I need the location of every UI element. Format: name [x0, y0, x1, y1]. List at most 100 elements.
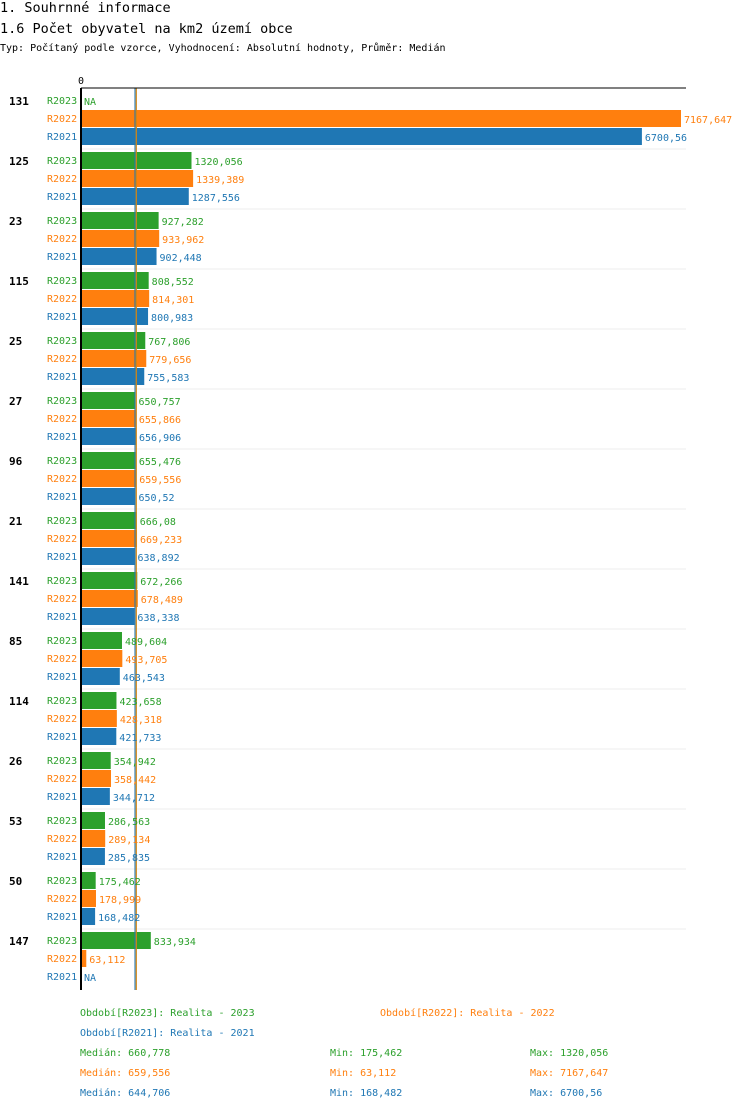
section-title: 1. Souhrnné informace	[0, 0, 171, 16]
bar	[81, 692, 117, 709]
series-label: R2022	[47, 714, 77, 725]
data-label: 354,942	[114, 757, 156, 768]
series-label: R2022	[47, 414, 77, 425]
bar	[81, 608, 135, 625]
data-label: 493,705	[125, 655, 167, 666]
stat-max-r2022: Max: 7167,647	[530, 1068, 609, 1079]
legend-r2022: Období[R2022]: Realita - 2022	[380, 1008, 555, 1019]
data-label: 767,806	[148, 337, 190, 348]
bar	[81, 530, 138, 547]
bar	[81, 572, 138, 589]
stat-min-r2023: Min: 175,462	[330, 1048, 403, 1059]
data-label: 289,134	[108, 835, 150, 846]
series-label: R2022	[47, 954, 77, 965]
data-label: 779,656	[149, 355, 191, 366]
series-label: R2021	[47, 372, 77, 383]
data-label: 800,983	[151, 313, 193, 324]
data-label: 285,835	[108, 853, 150, 864]
series-label: R2022	[47, 534, 77, 545]
category-label: 141	[9, 575, 29, 588]
category-label: 23	[9, 215, 22, 228]
data-label: 650,757	[138, 397, 180, 408]
data-label: 175,462	[99, 877, 141, 888]
category-label: 114	[9, 695, 29, 708]
bar	[81, 908, 96, 925]
series-label: R2022	[47, 774, 77, 785]
data-label: 666,08	[140, 517, 176, 528]
category-label: 131	[9, 95, 29, 108]
category-label: 85	[9, 635, 22, 648]
bar	[81, 788, 110, 805]
category-label: 27	[9, 395, 22, 408]
series-label: R2023	[47, 516, 77, 527]
category-label: 125	[9, 155, 29, 168]
bar	[81, 488, 136, 505]
data-label: 814,301	[152, 295, 194, 306]
stat-median-r2023: Medián: 660,778	[80, 1048, 171, 1059]
bar	[81, 170, 194, 187]
data-label: 678,489	[141, 595, 183, 606]
data-label: 421,733	[119, 733, 161, 744]
bar	[81, 230, 160, 247]
series-label: R2021	[47, 132, 77, 143]
bar	[81, 872, 96, 889]
bar	[81, 752, 111, 769]
series-label: R2021	[47, 252, 77, 263]
series-label: R2021	[47, 492, 77, 503]
bar	[81, 548, 135, 565]
data-label: 178,999	[99, 895, 141, 906]
bar	[81, 248, 157, 265]
series-label: R2021	[47, 972, 77, 983]
bar	[81, 830, 106, 847]
series-label: R2021	[47, 672, 77, 683]
series-label: R2023	[47, 696, 77, 707]
bar	[81, 212, 159, 229]
bar	[81, 710, 117, 727]
data-label: 1339,389	[196, 175, 244, 186]
stat-min-r2021: Min: 168,482	[330, 1088, 403, 1099]
data-label: 655,866	[139, 415, 181, 426]
series-label: R2021	[47, 312, 77, 323]
series-label: R2022	[47, 894, 77, 905]
series-label: R2022	[47, 474, 77, 485]
data-label: 638,892	[137, 553, 179, 564]
bar	[81, 890, 96, 907]
bar	[81, 812, 105, 829]
data-label: 286,563	[108, 817, 150, 828]
legend-r2023: Období[R2023]: Realita - 2023	[80, 1008, 255, 1019]
data-label: 358,442	[114, 775, 156, 786]
bar	[81, 110, 681, 127]
series-label: R2021	[47, 792, 77, 803]
series-label: R2023	[47, 276, 77, 287]
stat-min-r2022: Min: 63,112	[330, 1068, 397, 1079]
series-label: R2022	[47, 654, 77, 665]
legend-r2021: Období[R2021]: Realita - 2021	[80, 1028, 255, 1039]
data-label: 656,906	[139, 433, 181, 444]
data-label: 489,604	[125, 637, 167, 648]
data-label: 650,52	[138, 493, 174, 504]
chart-title: 1.6 Počet obyvatel na km2 území obce	[0, 21, 293, 37]
category-label: 96	[9, 455, 23, 468]
data-label: 428,318	[120, 715, 162, 726]
chart-meta: Typ: Počítaný podle vzorce, Vyhodnocení:…	[0, 43, 446, 54]
data-label: 638,338	[137, 613, 179, 624]
category-label: 50	[9, 875, 22, 888]
series-label: R2023	[47, 336, 77, 347]
series-label: R2021	[47, 732, 77, 743]
series-label: R2023	[47, 816, 77, 827]
x-zero-tick-label: 0	[78, 76, 84, 87]
bar	[81, 428, 136, 445]
category-label: 25	[9, 335, 22, 348]
series-label: R2023	[47, 876, 77, 887]
bar	[81, 332, 146, 349]
series-label: R2023	[47, 456, 77, 467]
median-lines	[134, 88, 137, 990]
series-label: R2022	[47, 294, 77, 305]
bar	[81, 290, 150, 307]
data-label: NA	[84, 97, 96, 108]
data-label: 808,552	[152, 277, 194, 288]
data-label: 463,543	[123, 673, 165, 684]
data-label: 168,482	[98, 913, 140, 924]
data-label: 833,934	[154, 937, 196, 948]
series-label: R2023	[47, 96, 77, 107]
